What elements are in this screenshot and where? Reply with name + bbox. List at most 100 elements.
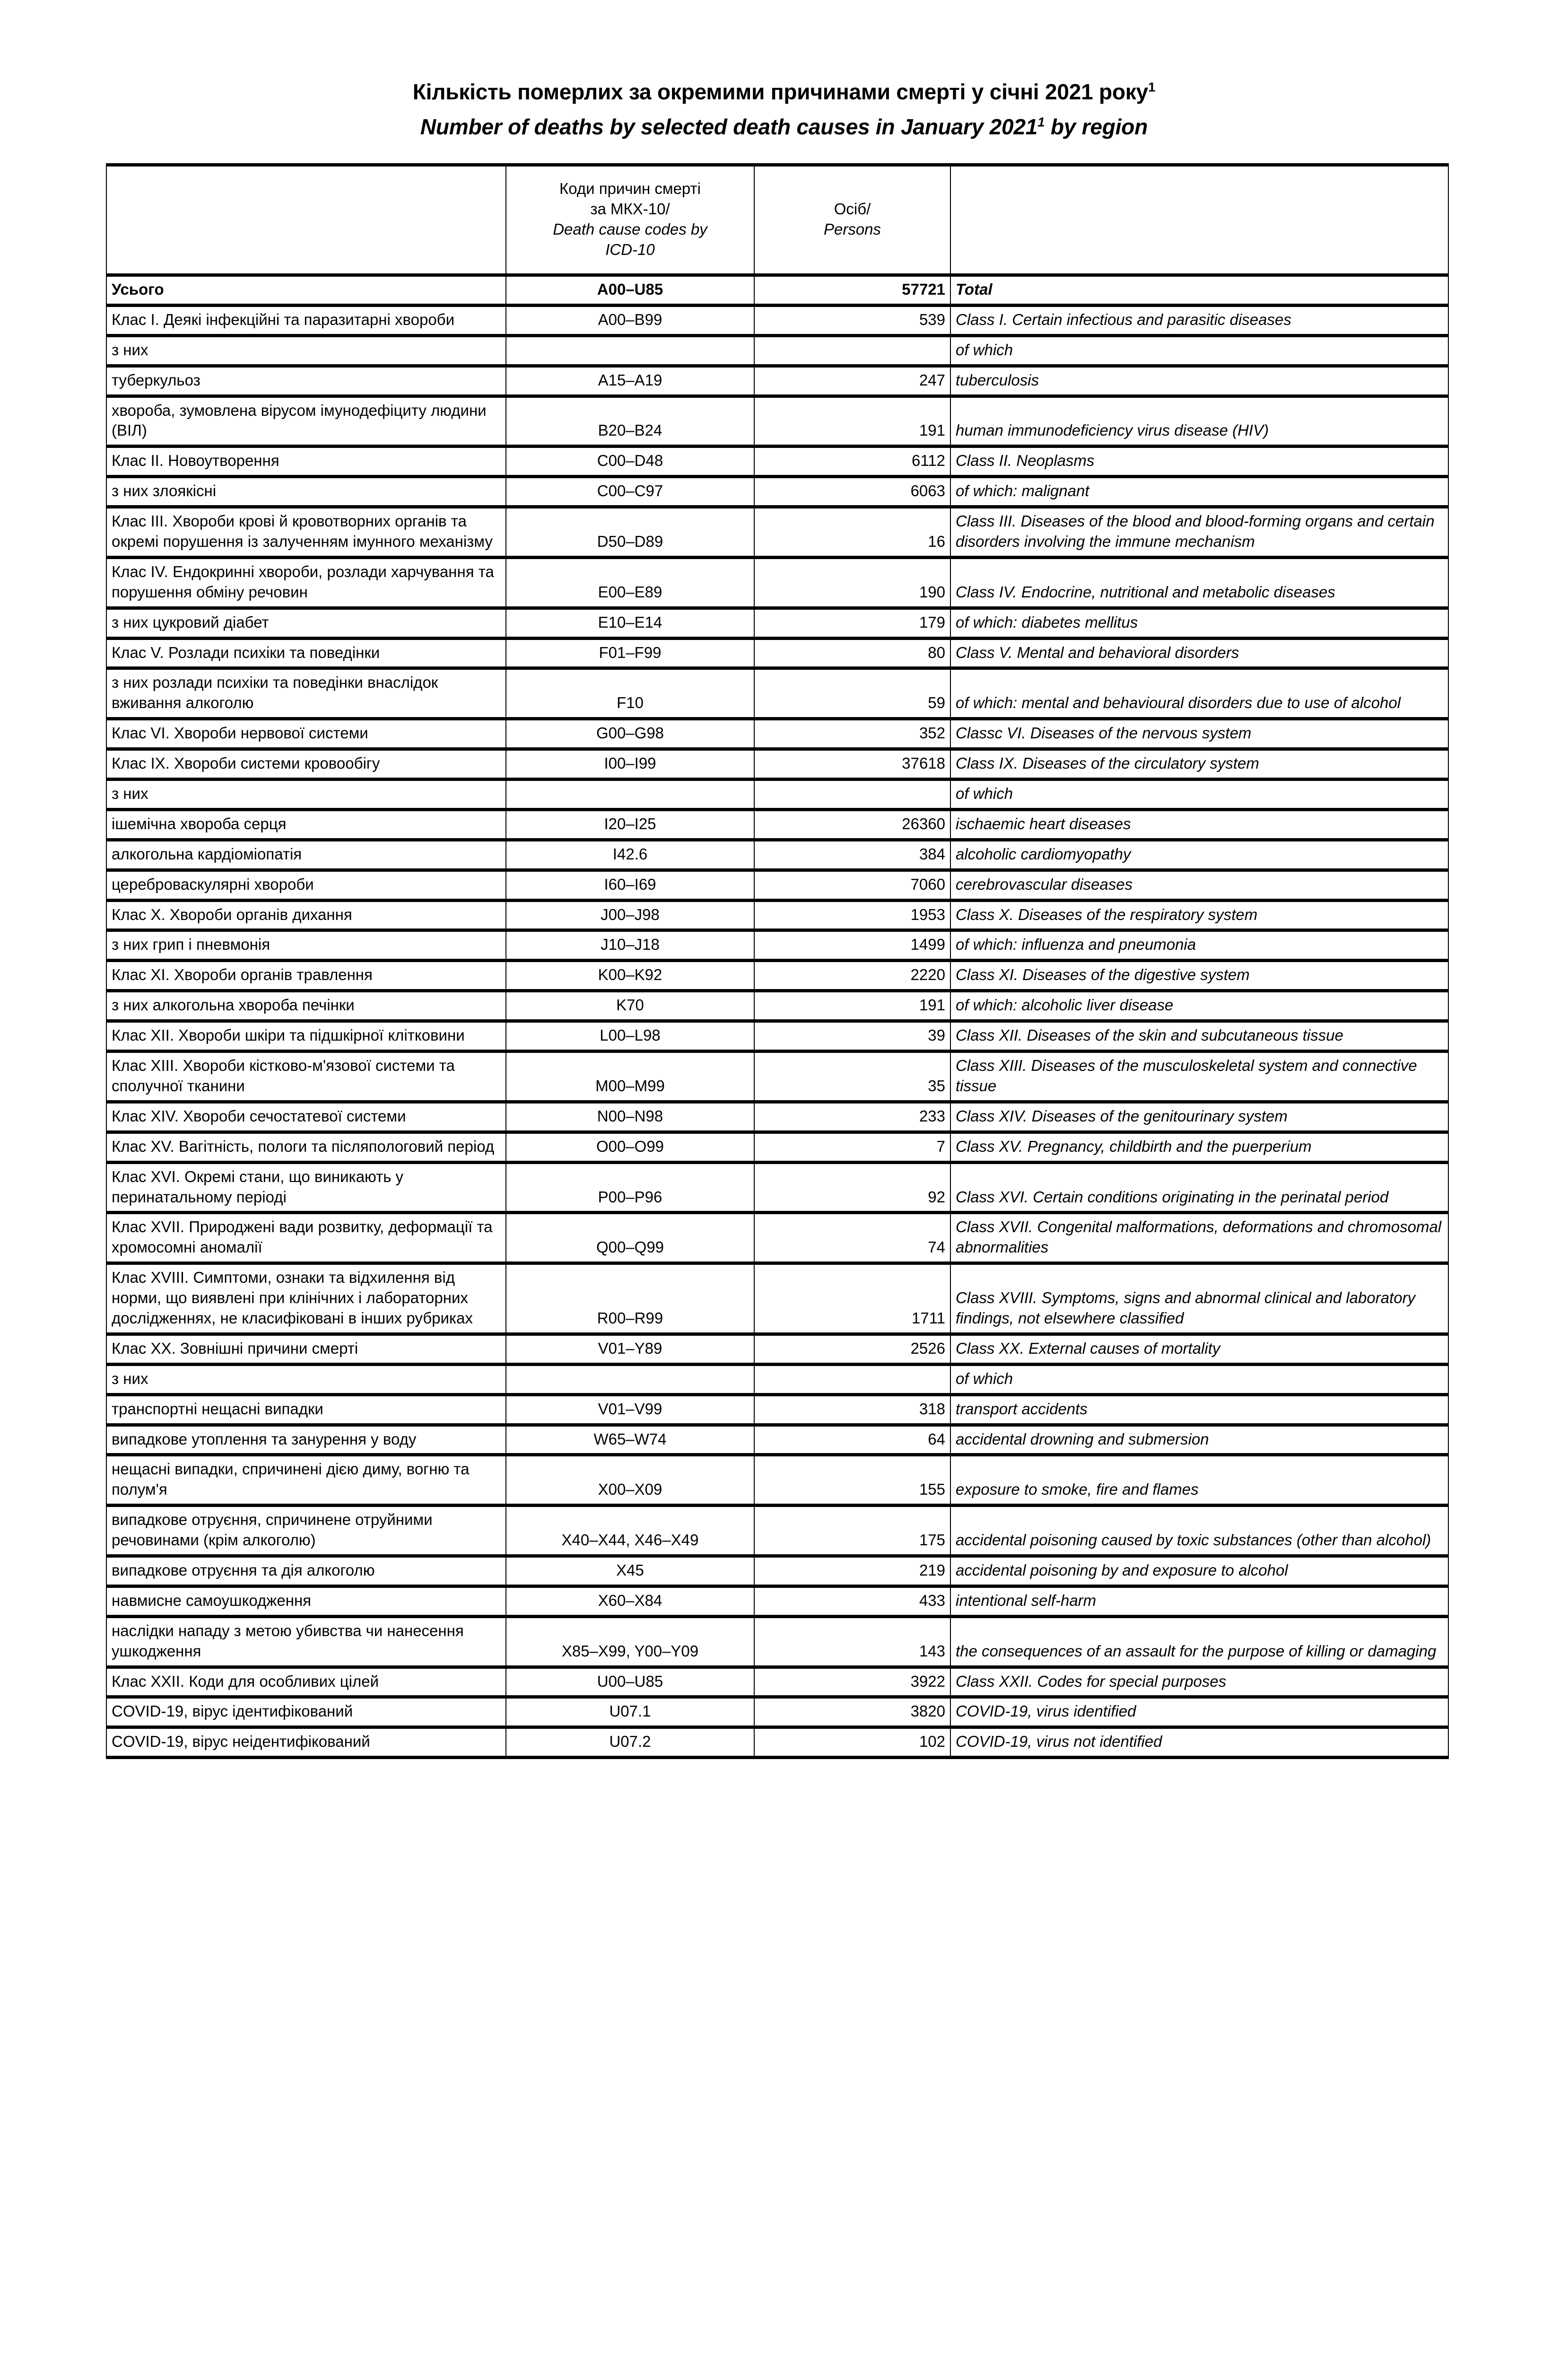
table-body: Коди причин смерті за МКХ-10/ Death caus… xyxy=(106,163,1449,1760)
row-cause-name-en: Class XVI. Certain conditions originatin… xyxy=(950,1162,1449,1215)
row-icd-code: X60–X84 xyxy=(505,1585,755,1618)
row-icd-code: Q00–Q99 xyxy=(505,1212,755,1265)
row-cause-name-uk: з них алкогольна хвороба печінки xyxy=(106,990,506,1023)
deaths-table-container: Коди причин смерті за МКХ-10/ Death caus… xyxy=(106,163,1449,1760)
row-cause-name-uk: Клас V. Розлади психіки та поведінки xyxy=(106,638,506,670)
row-persons-value: 1953 xyxy=(754,900,951,932)
row-cause-name-uk: Клас ХІ. Хвороби органів травлення xyxy=(106,960,506,993)
row-cause-name-en: transport accidents xyxy=(950,1394,1449,1427)
table-row: випадкове отруєння та дія алкоголю X45 219… xyxy=(106,1555,1449,1588)
row-icd-code: A00–B99 xyxy=(505,305,755,337)
table-row: навмисне самоушкодження X60–X84 433 intenti… xyxy=(106,1585,1449,1618)
table-row: випадкове отруєння, спричинене отруйними… xyxy=(106,1505,1449,1558)
row-icd-code: M00–M99 xyxy=(505,1051,755,1104)
row-persons-value: 433 xyxy=(754,1585,951,1618)
table-row: хвороба, зумовлена вірусом імунодефіциту… xyxy=(106,395,1449,448)
row-cause-name-uk: з них цукровий діабет xyxy=(106,607,506,640)
table-row: Клас І. Деякі інфекційні та паразитарні … xyxy=(106,305,1449,337)
header-icd-en-2: ICD-10 xyxy=(605,240,655,258)
table-row: з них злоякісні C00–C97 6063 of which: mali… xyxy=(106,476,1449,509)
table-header-row: Коди причин смерті за МКХ-10/ Death caus… xyxy=(106,163,1449,277)
table-row: Клас ХVІІІ. Симптоми, ознаки та відхилен… xyxy=(106,1262,1449,1336)
row-icd-code: P00–P96 xyxy=(505,1162,755,1215)
row-icd-code: I60–I69 xyxy=(505,869,755,902)
row-cause-name-uk: наслідки нападу з метою убивства чи нане… xyxy=(106,1616,506,1669)
table-row: Клас ХІ. Хвороби органів травлення K00–K9… xyxy=(106,960,1449,993)
row-icd-code: L00–L98 xyxy=(505,1020,755,1053)
page-title-uk: Кількість померлих за окремими причинами… xyxy=(0,79,1568,106)
row-persons-value xyxy=(754,1364,951,1396)
table-row: COVID-19, вірус ідентифікований U07.1 3820… xyxy=(106,1696,1449,1729)
row-persons-value: 2220 xyxy=(754,960,951,993)
table-row: з них of which xyxy=(106,1364,1449,1396)
row-persons-value: 6063 xyxy=(754,476,951,509)
row-icd-code xyxy=(505,1364,755,1396)
row-cause-name-en: Total xyxy=(950,274,1449,307)
row-persons-value: 143 xyxy=(754,1616,951,1669)
row-persons-value: 37618 xyxy=(754,748,951,781)
row-persons-value: 39 xyxy=(754,1020,951,1053)
table-row: Клас ХХ. Зовнішні причини смерті V01–Y89 2… xyxy=(106,1333,1449,1366)
table-row: Клас Х. Хвороби органів дихання J00–J98 19… xyxy=(106,900,1449,932)
header-persons-en: Persons xyxy=(823,220,881,238)
row-persons-value: 74 xyxy=(754,1212,951,1265)
table-row: наслідки нападу з метою убивства чи нане… xyxy=(106,1616,1449,1669)
row-cause-name-en: of which xyxy=(950,335,1449,368)
row-icd-code: B20–B24 xyxy=(505,395,755,448)
row-persons-value: 155 xyxy=(754,1454,951,1507)
row-persons-value: 1711 xyxy=(754,1262,951,1336)
row-persons-value: 191 xyxy=(754,395,951,448)
header-persons-uk: Осіб/ xyxy=(834,200,871,218)
header-cause-name xyxy=(106,163,506,277)
row-persons-value: 7060 xyxy=(754,869,951,902)
row-cause-name-en: accidental poisoning caused by toxic sub… xyxy=(950,1505,1449,1558)
page-title-en-tail: by region xyxy=(1045,114,1148,139)
row-cause-name-uk: Клас VI. Хвороби нервової системи xyxy=(106,718,506,751)
row-cause-name-en: of which: diabetes mellitus xyxy=(950,607,1449,640)
row-cause-name-en: COVID-19, virus identified xyxy=(950,1696,1449,1729)
table-row: з них грип і пневмонія J10–J18 1499 of whic… xyxy=(106,929,1449,963)
title-uk-footnote-marker: 1 xyxy=(1148,79,1156,95)
table-row: Усього A00–U85 57721 Total xyxy=(106,274,1449,307)
table-row: з них of which xyxy=(106,335,1449,368)
row-cause-name-en: Classc VI. Diseases of the nervous syste… xyxy=(950,718,1449,751)
row-cause-name-en: cerebrovascular diseases xyxy=(950,869,1449,902)
table-row: алкогольна кардіоміопатія I42.6 384 alcohol… xyxy=(106,839,1449,872)
row-icd-code: R00–R99 xyxy=(505,1262,755,1336)
row-icd-code: E00–E89 xyxy=(505,557,755,610)
row-cause-name-en: Class XXII. Codes for special purposes xyxy=(950,1666,1449,1699)
row-icd-code: V01–V99 xyxy=(505,1394,755,1427)
row-persons-value: 318 xyxy=(754,1394,951,1427)
row-icd-code: U07.2 xyxy=(505,1726,755,1760)
row-icd-code: F10 xyxy=(505,667,755,721)
row-persons-value: 35 xyxy=(754,1051,951,1104)
table-row: туберкульоз A15–A19 247 tuberculosis xyxy=(106,365,1449,398)
row-cause-name-en: of which: malignant xyxy=(950,476,1449,509)
row-cause-name-uk: COVID-19, вірус ідентифікований xyxy=(106,1696,506,1729)
row-cause-name-uk: хвороба, зумовлена вірусом імунодефіциту… xyxy=(106,395,506,448)
header-icd-code: Коди причин смерті за МКХ-10/ Death caus… xyxy=(505,163,755,277)
row-persons-value: 539 xyxy=(754,305,951,337)
row-icd-code xyxy=(505,779,755,811)
row-persons-value: 102 xyxy=(754,1726,951,1760)
row-persons-value: 179 xyxy=(754,607,951,640)
row-icd-code: A15–A19 xyxy=(505,365,755,398)
row-cause-name-uk: ішемічна хвороба серця xyxy=(106,809,506,841)
table-row: Клас ІІ. Новоутворення C00–D48 6112 Class I… xyxy=(106,446,1449,479)
table-row: Клас VI. Хвороби нервової системи G00–G98… xyxy=(106,718,1449,751)
row-cause-name-en: intentional self-harm xyxy=(950,1585,1449,1618)
row-icd-code: A00–U85 xyxy=(505,274,755,307)
row-cause-name-uk: випадкове отруєння, спричинене отруйними… xyxy=(106,1505,506,1558)
row-icd-code: G00–G98 xyxy=(505,718,755,751)
row-icd-code: I00–I99 xyxy=(505,748,755,781)
row-persons-value: 191 xyxy=(754,990,951,1023)
table-row: Клас ХХІІ. Коди для особливих цілей U00–U… xyxy=(106,1666,1449,1699)
row-persons-value: 7 xyxy=(754,1131,951,1164)
row-cause-name-en: Class IX. Diseases of the circulatory sy… xyxy=(950,748,1449,781)
row-cause-name-uk: з них грип і пневмонія xyxy=(106,929,506,963)
row-persons-value: 59 xyxy=(754,667,951,721)
table-row: Клас V. Розлади психіки та поведінки F01–… xyxy=(106,638,1449,670)
row-cause-name-uk: навмисне самоушкодження xyxy=(106,1585,506,1618)
row-cause-name-en: Class XX. External causes of mortality xyxy=(950,1333,1449,1366)
row-icd-code: D50–D89 xyxy=(505,506,755,559)
